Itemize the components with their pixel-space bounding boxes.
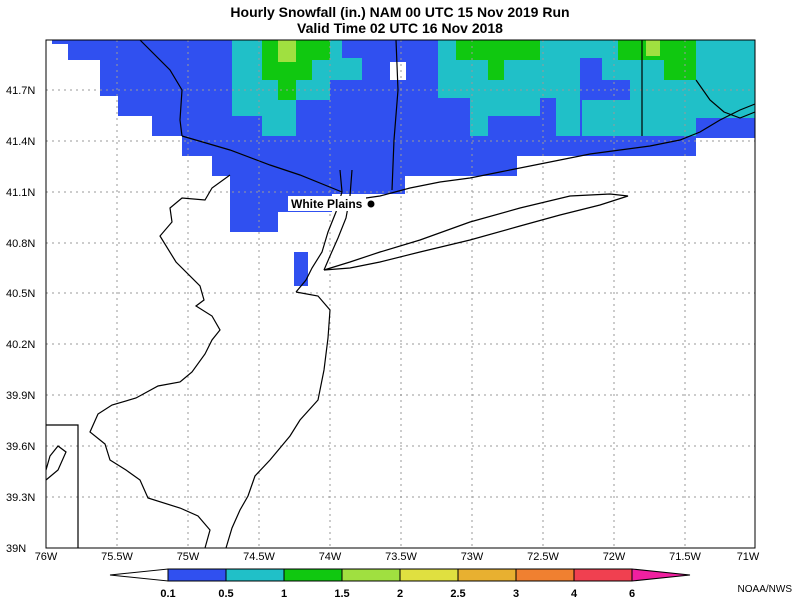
legend-level: 0.5 <box>218 588 233 600</box>
legend-level: 3 <box>513 588 519 600</box>
legend-high-arrow <box>631 568 691 582</box>
snowfall-band-green <box>456 40 540 80</box>
lon-label: 71W <box>737 551 760 563</box>
legend-level: 1 <box>281 588 287 600</box>
graticule <box>46 40 755 548</box>
snowfall-band-cyan <box>438 40 602 136</box>
lat-label: 40.2N <box>6 339 35 351</box>
ct-coast <box>351 103 756 201</box>
legend-level: 6 <box>629 588 635 600</box>
station-label-bg <box>288 196 366 211</box>
map-title-line1: Hourly Snowfall (in.) NAM 00 UTC 15 Nov … <box>230 4 570 20</box>
nj-outline <box>89 174 231 549</box>
legend-level: 2.5 <box>450 588 465 600</box>
lon-axis: 76W 75.5W 75W 74.5W 74W 73.5W 73W 72.5W … <box>35 551 760 563</box>
lon-label: 75W <box>177 551 200 563</box>
legend-color-box <box>283 568 343 582</box>
legend-color-box <box>457 568 517 582</box>
station-label: White Plains <box>291 197 363 211</box>
hudson-river <box>295 169 343 293</box>
snowfall-band-lightgreen <box>278 40 296 62</box>
lon-label: 73W <box>461 551 484 563</box>
snowfall-band-lightgreen <box>646 40 660 56</box>
snowfall-gap <box>390 62 406 80</box>
nj-coast <box>225 291 331 549</box>
lon-label: 71.5W <box>669 551 701 563</box>
snowfall-band-cyan <box>582 40 755 136</box>
station-dot <box>367 200 375 208</box>
lat-label: 41.4N <box>6 136 35 148</box>
lat-label: 41.7N <box>6 85 35 97</box>
lat-label: 40.8N <box>6 238 35 250</box>
snowfall-band-blue-patch <box>294 252 308 286</box>
legend-level: 2 <box>397 588 403 600</box>
lon-label: 72W <box>603 551 626 563</box>
lat-label: 39.3N <box>6 492 35 504</box>
lon-label: 73.5W <box>385 551 417 563</box>
lat-label: 40.5N <box>6 288 35 300</box>
ny-pa-border <box>139 39 183 137</box>
lat-label: 39.6N <box>6 441 35 453</box>
delmarva <box>45 445 67 481</box>
legend-color-box <box>573 568 633 582</box>
long-island <box>323 193 629 271</box>
legend-color-box <box>515 568 575 582</box>
lat-axis: 41.7N 41.4N 41.1N 40.8N 40.5N 40.2N 39.9… <box>6 85 35 555</box>
lon-label: 76W <box>35 551 58 563</box>
lon-label: 75.5W <box>101 551 133 563</box>
coastlines-borders <box>45 39 756 549</box>
snowfall-band-green <box>618 40 696 80</box>
ma-ri-coast <box>695 79 756 119</box>
legend-level: 0.1 <box>160 588 175 600</box>
legend-level: 4 <box>571 588 578 600</box>
legend-low-arrow <box>109 568 169 582</box>
color-legend: 0.1 0.5 1 1.5 2 2.5 3 4 6 <box>109 568 691 600</box>
legend-color-box <box>341 568 401 582</box>
ny-ct-border <box>391 39 399 191</box>
credit-label: NOAA/NWS <box>737 584 792 595</box>
ny-nj-border <box>181 135 343 193</box>
lon-label: 74W <box>319 551 342 563</box>
legend-color-box <box>167 568 227 582</box>
lat-label: 39.9N <box>6 390 35 402</box>
hudson-east <box>323 169 353 271</box>
map-frame <box>45 39 756 549</box>
station-white-plains: White Plains <box>288 196 375 211</box>
legend-color-box <box>225 568 285 582</box>
pa-de-border <box>46 424 79 548</box>
lon-label: 72.5W <box>527 551 559 563</box>
lat-label: 41.1N <box>6 187 35 199</box>
map-title-line2: Valid Time 02 UTC 16 Nov 2018 <box>297 20 503 36</box>
legend-level: 1.5 <box>334 588 349 600</box>
legend-color-box <box>399 568 459 582</box>
snowfall-shading <box>52 40 755 286</box>
lat-label: 39N <box>6 543 26 555</box>
lon-label: 74.5W <box>243 551 275 563</box>
